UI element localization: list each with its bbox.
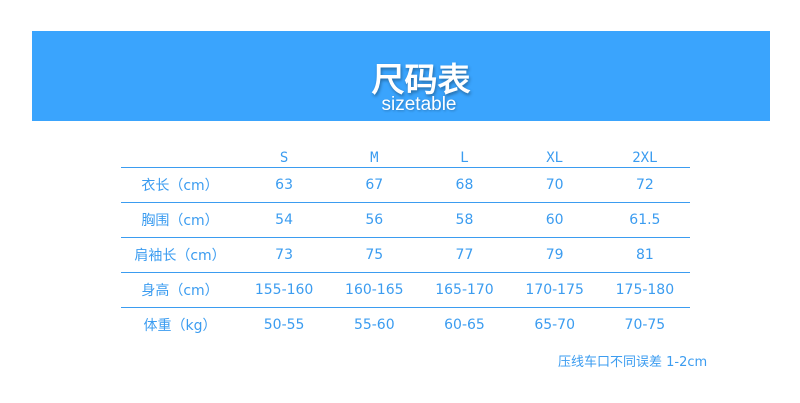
row-label: 胸围（cm） [121, 202, 239, 238]
header-cell [121, 140, 239, 168]
table-cell: 50-55 [239, 307, 330, 342]
table-cell: 60-65 [419, 307, 510, 342]
table-cell: 55-60 [329, 307, 420, 342]
title-banner: 尺码表 sizetable [32, 31, 770, 121]
header-cell: L [460, 150, 469, 166]
table-cell: 61.5 [599, 202, 690, 238]
table-row: 肩袖长（cm） 73 75 77 79 81 [121, 237, 690, 273]
table-cell: 67 [329, 167, 420, 203]
table-cell: 58 [419, 202, 510, 238]
row-label: 体重（kg） [121, 307, 239, 342]
table-cell: 63 [239, 167, 330, 203]
table-cell: 60 [509, 202, 600, 238]
table-cell: 77 [419, 237, 510, 273]
table-cell: 175-180 [599, 272, 690, 308]
table-row: 体重（kg） 50-55 55-60 60-65 65-70 70-75 [121, 307, 690, 342]
table-cell: 160-165 [329, 272, 420, 308]
table-cell: 56 [329, 202, 420, 238]
header-cell: S [279, 150, 289, 166]
table-cell: 81 [599, 237, 690, 273]
table-cell: 72 [599, 167, 690, 203]
table-cell: 70 [509, 167, 600, 203]
table-row: 身高（cm） 155-160 160-165 165-170 170-175 175-18… [121, 272, 690, 308]
table-cell: 65-70 [509, 307, 600, 342]
table-cell: 73 [239, 237, 330, 273]
table-cell: 70-75 [599, 307, 690, 342]
header-row: S M L XL 2XL [121, 140, 690, 168]
table-cell: 68 [419, 167, 510, 203]
table-cell: 170-175 [509, 272, 600, 308]
tolerance-note: 压线车口不同误差 1-2cm [558, 355, 708, 370]
size-table: S M L XL 2XL 衣长（cm） 63 67 68 70 72 胸围（cm） 54 56 5… [121, 140, 690, 342]
table-cell: 79 [509, 237, 600, 273]
table-cell: 54 [239, 202, 330, 238]
table-row: 衣长（cm） 63 67 68 70 72 [121, 167, 690, 203]
table-cell: 165-170 [419, 272, 510, 308]
row-label: 衣长（cm） [121, 167, 239, 203]
table-cell: 155-160 [239, 272, 330, 308]
header-cell: 2XL [632, 150, 658, 166]
table-cell: 75 [329, 237, 420, 273]
table-row: 胸围（cm） 54 56 58 60 61.5 [121, 202, 690, 238]
row-label: 肩袖长（cm） [121, 237, 239, 273]
page-subtitle: sizetable [381, 94, 457, 115]
header-cell: XL [546, 150, 564, 166]
page-title: 尺码表 [371, 60, 471, 99]
row-label: 身高（cm） [121, 272, 239, 308]
header-cell: M [370, 150, 379, 166]
